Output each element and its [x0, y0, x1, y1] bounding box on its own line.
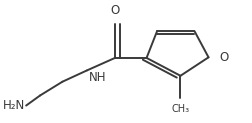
Text: NH: NH	[89, 71, 106, 84]
Text: O: O	[110, 4, 120, 17]
Text: H₂N: H₂N	[3, 99, 25, 112]
Text: CH₃: CH₃	[171, 104, 190, 114]
Text: O: O	[219, 51, 228, 64]
